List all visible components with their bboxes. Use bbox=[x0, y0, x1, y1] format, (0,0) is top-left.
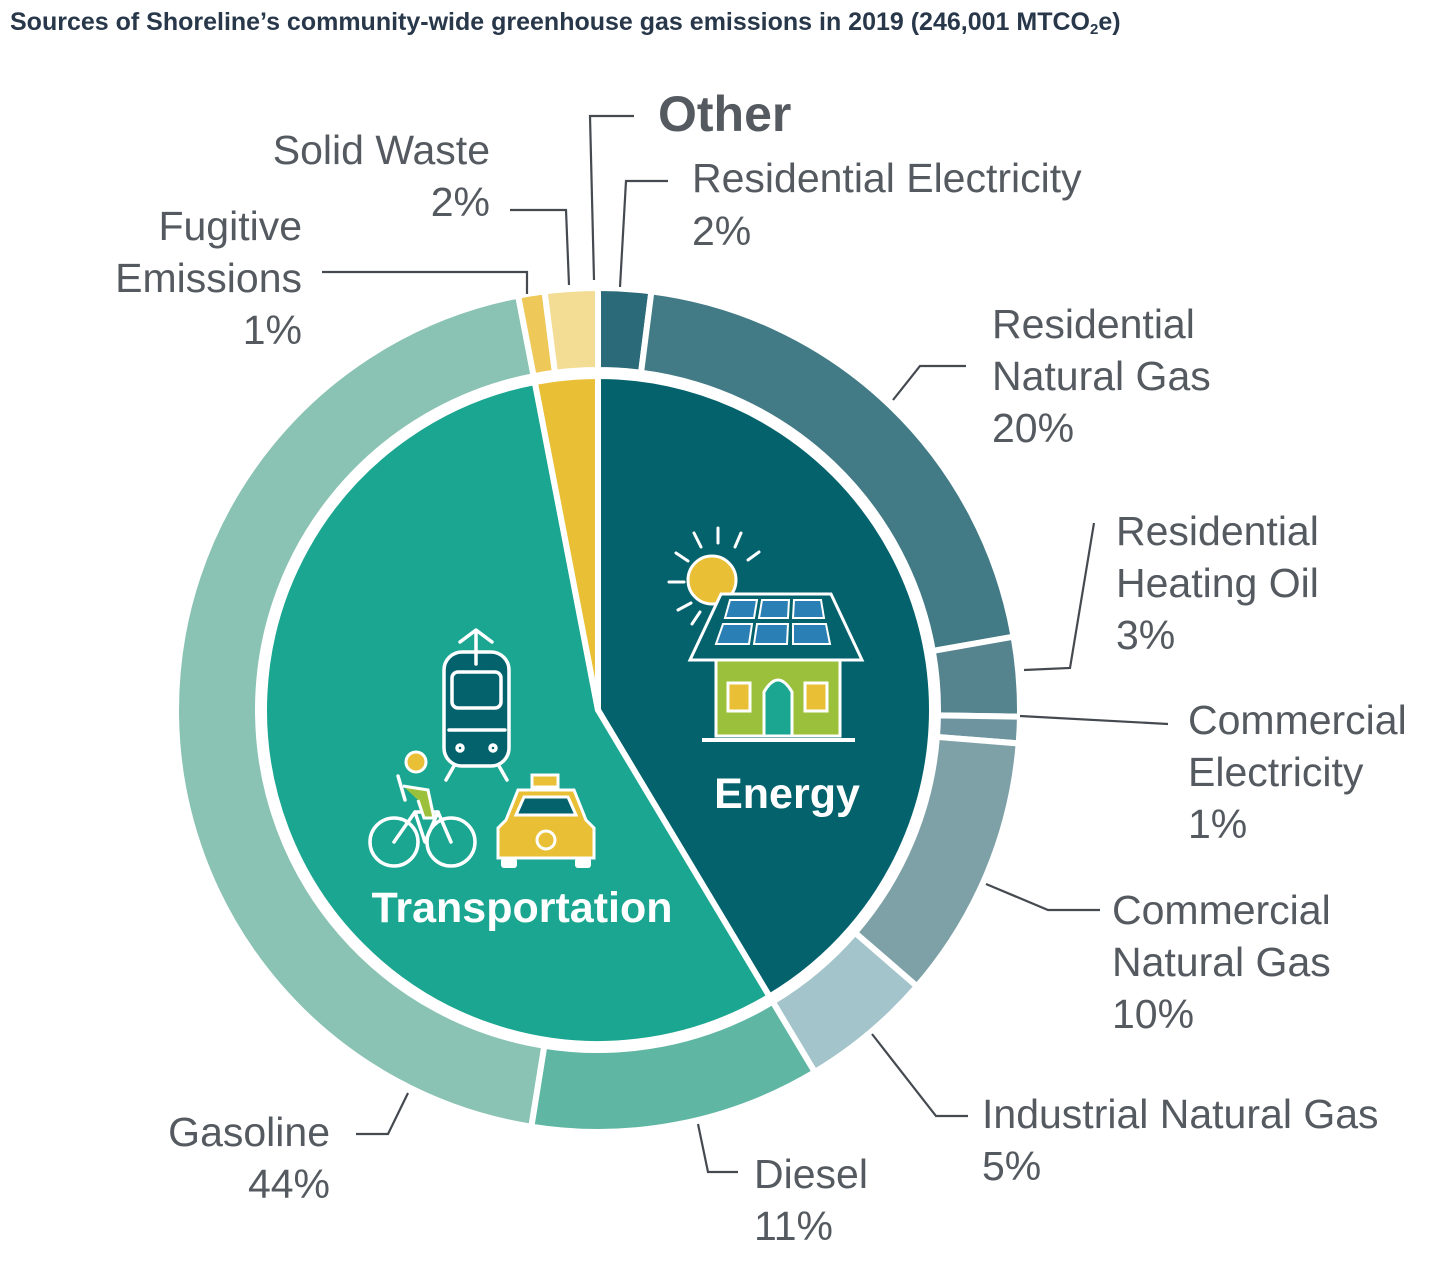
slice-label-industrial-natural-gas: Industrial Natural Gas 5% bbox=[982, 1091, 1379, 1189]
slice-label-residential-electricity: Residential Electricity 2% bbox=[692, 155, 1082, 254]
leader-commercial-electricity bbox=[1019, 714, 1169, 726]
leader-fugitive-emissions bbox=[322, 270, 529, 294]
group-wedge-other bbox=[531, 373, 601, 713]
slice-label-fugitive-emissions: Fugitive Emissions 1% bbox=[115, 203, 302, 353]
group-label-other: Other bbox=[658, 86, 791, 142]
leader-industrial-natural-gas bbox=[871, 1033, 968, 1118]
slice-label-gasoline: Gasoline 44% bbox=[168, 1109, 330, 1207]
slice-residential-heating-oil bbox=[929, 633, 1023, 720]
slice-label-commercial-natural-gas: Commercial Natural Gas 10% bbox=[1112, 887, 1331, 1037]
slice-gasoline bbox=[173, 292, 548, 1130]
leader-residential-natural-gas bbox=[892, 364, 966, 401]
slice-label-residential-natural-gas: Residential Natural Gas 20% bbox=[992, 301, 1211, 451]
group-label-energy: Energy bbox=[714, 770, 860, 818]
slice-label-solid-waste: Solid Waste 2% bbox=[273, 127, 490, 225]
leader-commercial-natural-gas bbox=[985, 882, 1100, 912]
slice-label-diesel: Diesel 11% bbox=[754, 1151, 868, 1249]
slice-label-residential-heating-oil: Residential Heating Oil 3% bbox=[1116, 508, 1319, 658]
slice-label-commercial-electricity: Commercial Electricity 1% bbox=[1188, 697, 1407, 847]
leader-other bbox=[588, 114, 634, 281]
leader-gasoline bbox=[356, 1092, 409, 1136]
inner-pie bbox=[261, 373, 935, 1047]
leader-residential-electricity bbox=[618, 179, 668, 288]
leader-diesel bbox=[696, 1123, 738, 1174]
transportation-vehicles-icon bbox=[368, 628, 596, 868]
group-wedge-transportation bbox=[261, 379, 773, 1047]
group-label-transportation: Transportation bbox=[371, 884, 672, 932]
leader-solid-waste bbox=[510, 208, 571, 286]
energy-house-solar-icon bbox=[667, 526, 865, 742]
slice-solid-waste bbox=[541, 285, 601, 376]
chart-title: Sources of Shoreline’s community-wide gr… bbox=[10, 8, 1121, 38]
leader-residential-heating-oil bbox=[1023, 522, 1096, 672]
outer-ring bbox=[173, 285, 1023, 1135]
